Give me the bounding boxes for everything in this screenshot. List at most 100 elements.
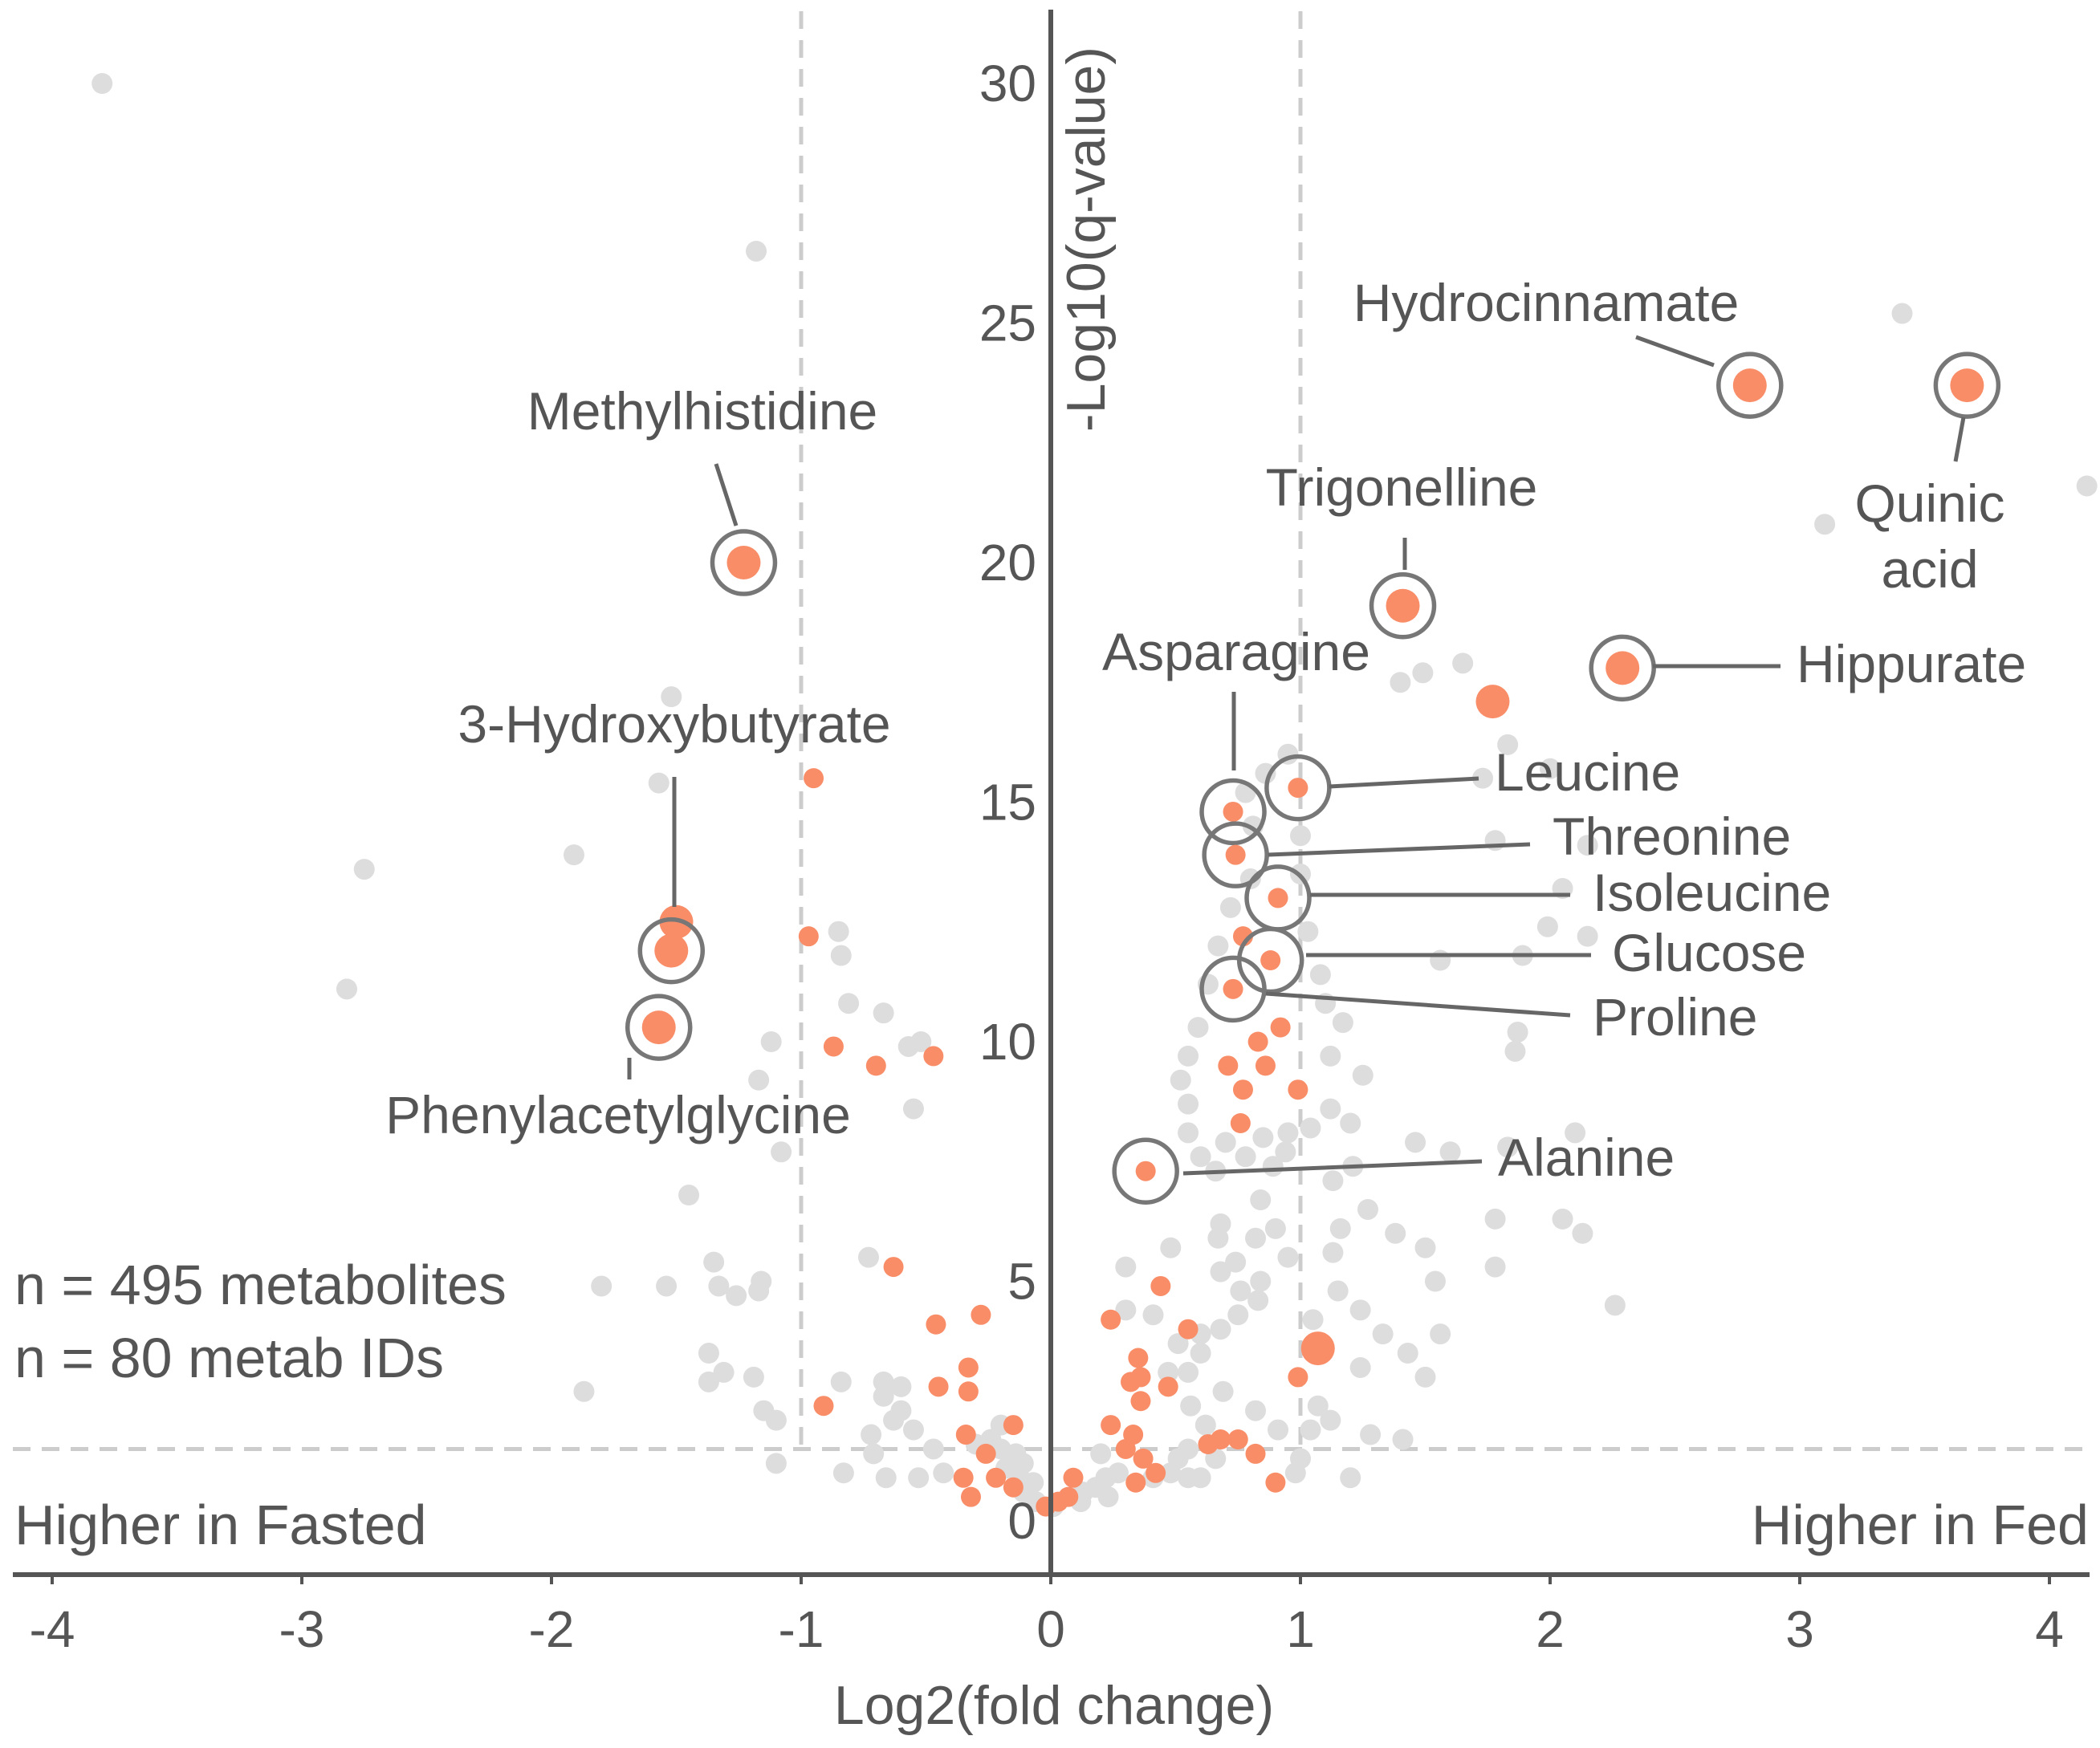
y-tick-label: 30 [979,55,1036,112]
data-point-nonsignificant [1357,1198,1378,1220]
data-point-nonsignificant [873,1385,894,1407]
x-axis-label: Log2(fold change) [834,1675,1274,1736]
data-point-nonsignificant [1107,1462,1129,1484]
data-point-nonsignificant [1577,835,1598,856]
data-point-significant [1115,1438,1136,1459]
labeled-points [625,352,2001,1205]
data-point-nonsignificant [1178,1361,1199,1383]
data-point-nonsignificant [1385,1222,1406,1244]
data-point-significant [923,1046,944,1067]
data-point-nonsignificant [2076,475,2098,497]
data-point-significant [1300,1331,1335,1366]
data-point-nonsignificant [1178,1045,1199,1067]
data-point-nonsignificant [863,1443,885,1465]
data-point-significant [1125,1472,1146,1493]
data-point-nonsignificant [832,1462,854,1484]
data-point-nonsignificant [1245,1400,1267,1421]
data-point-nonsignificant [1245,1227,1267,1249]
data-point-nonsignificant [1190,1146,1211,1168]
data-point-significant [971,1304,991,1325]
data-point-nonsignificant [1507,1022,1528,1043]
data-point-nonsignificant [1414,1237,1436,1258]
data-point-significant [823,1036,844,1057]
data-point-labeled [726,546,761,579]
data-point-significant [1288,1367,1308,1388]
data-point-nonsignificant [1414,1366,1436,1388]
data-point-nonsignificant [1250,1270,1272,1292]
data-point-nonsignificant [838,993,860,1014]
data-point-significant [1230,1112,1251,1133]
highlight-ring [1716,352,1784,419]
data-point-significant [926,1314,946,1335]
data-point-nonsignificant [1167,1333,1189,1355]
x-tick-label: -3 [279,1600,325,1658]
data-point-significant [958,1381,979,1402]
data-point-nonsignificant [1297,921,1319,942]
data-point-nonsignificant [1180,1395,1202,1417]
data-point-nonsignificant [1187,1017,1209,1039]
y-tick-label: 15 [979,774,1036,831]
data-point-significant [1288,1079,1308,1100]
data-point-nonsignificant [1284,1462,1306,1484]
data-point-nonsignificant [1230,1280,1251,1302]
callout-label: Alanine [1498,1128,1675,1187]
callout-label: Methylhistidine [527,381,878,441]
data-point-significant [1121,1372,1142,1392]
data-point-nonsignificant [1142,1304,1164,1326]
data-point-nonsignificant [1814,514,1836,535]
leader-line [1182,1159,1483,1176]
data-point-significant [1063,1467,1084,1488]
data-point-significant [955,1425,976,1445]
data-point-nonsignificant [765,1453,787,1474]
data-point-nonsignificant [830,1371,852,1392]
data-point-nonsignificant [746,240,767,262]
highlight-ring [637,917,706,985]
data-point-nonsignificant [1264,1218,1286,1239]
data-point-nonsignificant [1268,1419,1289,1441]
callout-label: Isoleucine [1593,863,1831,922]
callout-label: Leucine [1495,742,1680,802]
data-point-nonsignificant [1536,916,1558,937]
data-point-nonsignificant [1349,1356,1371,1378]
data-point-nonsignificant [1349,1299,1371,1321]
data-point-nonsignificant [875,1467,897,1489]
x-tick-label: 1 [1286,1600,1315,1658]
data-point-nonsignificant [1302,1309,1324,1331]
data-point-nonsignificant [1360,1424,1382,1445]
data-point-significant [865,1055,886,1076]
x-tick-label: -4 [30,1600,75,1658]
data-point-nonsignificant [1322,1242,1344,1263]
x-tick-label: 0 [1036,1600,1065,1658]
data-point-nonsignificant [92,73,113,94]
data-point-significant [986,1467,1007,1488]
data-point-significant [1247,1031,1268,1052]
data-point-labeled [1223,978,1243,999]
data-point-nonsignificant [1452,652,1474,674]
id-count: n = 80 metab IDs [14,1327,444,1389]
data-point-nonsignificant [1277,1122,1299,1144]
data-point-nonsignificant [1565,1122,1586,1144]
leader-line [1329,776,1479,789]
callouts: Methylhistidine 3-Hydroxybutyrate Phenylac… [385,273,2026,1187]
data-point-significant [1003,1477,1024,1498]
threshold-lines [13,11,2090,1451]
y-axis-label: -Log10(q-value) [1056,47,1117,432]
data-point-nonsignificant [1320,1409,1341,1431]
data-point-nonsignificant [1405,1132,1426,1153]
data-point-nonsignificant [933,1462,954,1484]
leader-line [1265,991,1571,1018]
data-point-nonsignificant [1577,925,1598,947]
data-point-nonsignificant [1115,1299,1137,1321]
data-point-nonsignificant [1329,1218,1351,1239]
data-point-nonsignificant [703,1251,725,1273]
x-tick-label: 2 [1536,1600,1565,1658]
data-point-nonsignificant [1352,1064,1374,1086]
data-point-nonsignificant [1212,1380,1234,1402]
data-point-nonsignificant [1190,1343,1211,1364]
data-point-nonsignificant [1307,1395,1329,1417]
significant-points [659,685,1510,1517]
leader-line [1635,335,1715,368]
data-point-nonsignificant [873,1002,894,1024]
data-point-nonsignificant [1210,1261,1231,1283]
data-point-nonsignificant [1255,762,1276,784]
